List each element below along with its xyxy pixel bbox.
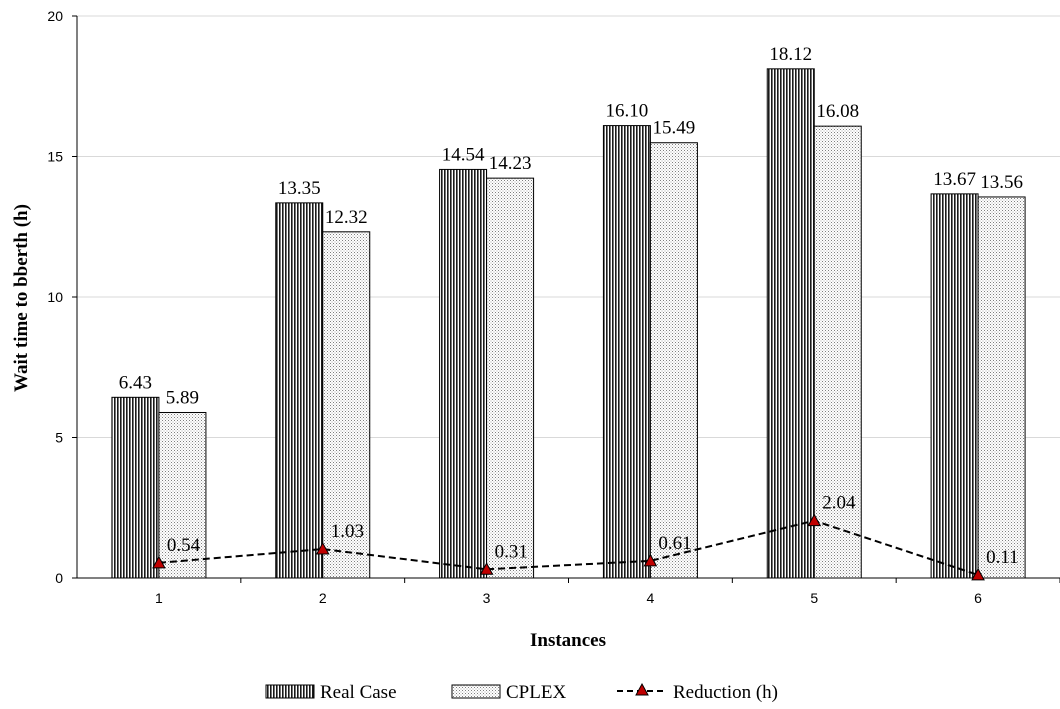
bars [111,68,1026,579]
y-tick-label: 0 [55,570,63,586]
data-label-real-case: 13.67 [933,169,976,190]
bar-cplex [158,411,207,579]
data-label-reduction: 0.61 [658,533,691,554]
y-tick-label: 20 [47,8,63,24]
data-label-real-case: 16.10 [606,101,649,122]
data-label-real-case: 18.12 [769,44,812,65]
legend-label-cplex: CPLEX [506,682,566,703]
bar-cplex [649,142,698,579]
data-label-reduction: 1.03 [331,521,364,542]
reduction-series [152,513,985,581]
bar-cplex [977,196,1026,579]
x-tick-label: 5 [810,590,818,606]
x-tick-label: 6 [974,590,982,606]
legend-label-real-case: Real Case [320,682,397,703]
reduction-marker [807,513,822,527]
bar-real-case [766,68,815,579]
reduction-marker [643,553,658,567]
data-label-real-case: 14.54 [442,144,485,165]
reduction-marker [971,567,985,581]
x-tick-label: 1 [155,590,163,606]
reduction-marker [152,555,166,569]
y-tick-label: 5 [55,430,63,446]
legend-swatch-cplex [451,684,501,699]
data-label-reduction: 0.31 [495,541,528,562]
data-label-cplex: 14.23 [489,153,532,174]
x-tick-label: 3 [483,590,491,606]
data-label-cplex: 12.32 [325,207,368,228]
data-label-reduction: 0.11 [986,547,1019,568]
bar-real-case [275,202,324,579]
bar-real-case [111,396,160,579]
bar-cplex [813,125,862,579]
y-axis-title: Wait time to bberth (h) [11,204,32,392]
data-label-cplex: 15.49 [653,118,696,139]
reduction-line [158,519,979,576]
data-label-reduction: 0.54 [167,535,201,556]
data-label-cplex: 16.08 [816,101,859,122]
x-tick-label: 2 [319,590,327,606]
bar-cplex [486,177,535,579]
bar-real-case [930,193,979,579]
y-tick-label: 15 [47,149,63,165]
legend-swatch-reduction-marker [635,682,649,696]
data-label-real-case: 6.43 [119,372,152,393]
legend: Real Case CPLEX Reduction (h) [265,682,778,703]
x-axis-title: Instances [530,630,606,651]
bar-real-case [439,168,488,579]
axes: 0 5 10 15 20 1 2 3 4 5 6 [47,8,1060,606]
x-tick-label: 4 [647,590,655,606]
data-label-reduction: 2.04 [822,493,856,514]
reduction-marker [479,562,494,575]
y-tick-label: 10 [47,289,63,305]
legend-label-reduction: Reduction (h) [673,682,778,703]
reduction-marker [315,542,330,555]
bar-real-case [602,125,651,579]
gridlines [77,15,1060,438]
legend-swatch-real-case [265,684,315,699]
data-label-cplex: 5.89 [166,387,199,408]
data-label-real-case: 13.35 [278,178,321,199]
data-label-cplex: 13.56 [980,172,1023,193]
